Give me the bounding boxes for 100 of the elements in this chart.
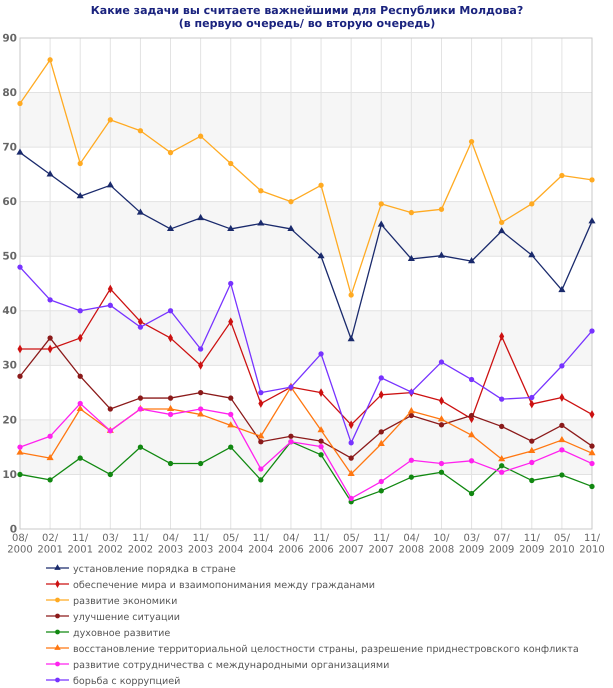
point	[348, 496, 354, 502]
point	[46, 454, 54, 460]
point	[438, 359, 444, 365]
point	[529, 460, 534, 466]
point	[438, 422, 444, 428]
y-tick-label: 70	[2, 141, 17, 154]
point	[378, 220, 385, 227]
point	[529, 478, 534, 484]
point	[168, 308, 174, 314]
point	[228, 280, 234, 286]
point	[16, 148, 24, 155]
x-tick-label: 05/ 2007	[338, 533, 364, 556]
point	[318, 351, 324, 357]
point	[559, 422, 565, 428]
x-tick-label: 11/ 2004	[248, 533, 274, 556]
point	[378, 201, 384, 206]
x-tick-label: 11/ 2009	[519, 533, 545, 556]
point	[468, 257, 476, 264]
point	[228, 395, 234, 401]
point	[17, 472, 23, 478]
point	[468, 490, 474, 496]
point	[468, 431, 476, 438]
point	[408, 407, 415, 414]
point	[529, 201, 534, 206]
point	[348, 455, 354, 461]
point	[499, 470, 504, 475]
point	[258, 390, 264, 396]
point	[17, 100, 23, 106]
x-tick-label: 04/ 2003	[158, 533, 184, 556]
point	[499, 424, 504, 430]
point	[47, 335, 53, 341]
point	[559, 172, 565, 178]
point	[108, 117, 113, 122]
point	[78, 400, 83, 406]
y-tick-label: 20	[2, 414, 17, 426]
point	[78, 308, 83, 314]
point	[589, 328, 595, 334]
point	[287, 224, 295, 231]
point	[168, 395, 174, 401]
point	[228, 444, 234, 450]
point	[528, 446, 536, 454]
point	[17, 444, 23, 450]
point	[198, 346, 204, 352]
point	[558, 286, 566, 292]
point	[138, 444, 144, 450]
point	[138, 128, 144, 134]
point	[558, 436, 566, 442]
legend-label: развитие сотрудничества с международными организациями	[73, 660, 390, 671]
x-tick-label: 03/ 2009	[458, 533, 484, 556]
legend-label: улучшение ситуации	[73, 612, 180, 623]
point	[166, 404, 174, 412]
legend-label: восстановление территориальной целостности страны, разрешение приднестровского конфликта	[73, 644, 579, 655]
point	[378, 478, 384, 484]
point	[438, 470, 444, 475]
point	[378, 429, 384, 435]
point	[78, 160, 83, 166]
point	[168, 412, 174, 418]
point	[78, 455, 83, 461]
point	[46, 170, 54, 176]
point	[438, 206, 444, 212]
point	[468, 412, 474, 418]
x-tick-label: 03/ 2002	[98, 533, 124, 556]
x-tick-label: 11/ 2007	[368, 533, 394, 556]
legend-label: установление порядка в стране	[73, 564, 236, 575]
point	[408, 210, 414, 216]
point	[318, 182, 324, 188]
point	[317, 426, 325, 432]
point	[228, 412, 234, 418]
y-tick-label: 90	[2, 32, 17, 44]
x-tick-label: 05/ 2004	[218, 533, 244, 556]
point	[76, 192, 84, 198]
point	[257, 432, 264, 438]
point	[317, 252, 325, 258]
point	[499, 220, 504, 226]
point	[288, 199, 294, 204]
point	[318, 452, 324, 458]
legend-label: борьба с коррупцией	[73, 676, 180, 687]
point	[168, 460, 174, 466]
x-tick-label: 11/ 2003	[188, 533, 214, 556]
x-tick-label: 08/ 2000	[7, 533, 33, 556]
point	[559, 447, 565, 453]
point	[198, 460, 204, 466]
point	[378, 488, 384, 494]
point	[227, 224, 234, 231]
point	[47, 57, 53, 62]
point	[198, 134, 204, 139]
point	[408, 474, 414, 480]
y-tick-label: 40	[2, 305, 17, 318]
y-tick-label: 60	[2, 196, 17, 208]
point	[498, 227, 506, 234]
x-tick-label: 05/ 2010	[549, 533, 575, 556]
point	[588, 217, 596, 224]
point	[318, 444, 324, 450]
point	[438, 415, 446, 422]
point	[528, 251, 536, 258]
point	[138, 395, 144, 401]
point	[227, 421, 234, 428]
point	[589, 443, 595, 449]
point	[589, 177, 595, 182]
point	[408, 412, 414, 418]
